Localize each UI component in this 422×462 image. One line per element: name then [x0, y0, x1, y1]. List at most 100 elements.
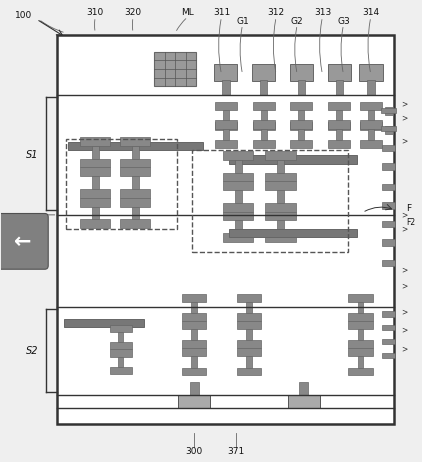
Bar [215, 102, 237, 110]
Text: F2: F2 [406, 218, 416, 227]
Bar [382, 311, 395, 316]
Text: 100: 100 [15, 11, 32, 20]
Text: >: > [401, 307, 407, 316]
Bar [182, 340, 206, 348]
Bar [299, 382, 308, 395]
Bar [290, 120, 312, 128]
Bar [223, 110, 229, 122]
Bar [120, 167, 150, 176]
Bar [327, 64, 351, 81]
Bar [246, 329, 252, 340]
Bar [253, 120, 275, 128]
Bar [336, 128, 342, 140]
Text: S1: S1 [26, 150, 38, 160]
Bar [367, 80, 375, 95]
Bar [110, 324, 132, 332]
Bar [253, 102, 275, 110]
Bar [265, 172, 295, 181]
Bar [154, 52, 196, 86]
Bar [182, 348, 206, 356]
Bar [110, 349, 132, 357]
Text: >: > [401, 137, 407, 146]
Text: >: > [401, 282, 407, 291]
Text: 311: 311 [213, 8, 230, 17]
Text: >: > [401, 100, 407, 109]
Bar [120, 158, 150, 167]
Bar [290, 140, 312, 148]
Bar [246, 356, 252, 368]
Bar [336, 110, 342, 122]
Bar [182, 313, 206, 321]
Bar [235, 159, 242, 172]
Bar [223, 233, 254, 242]
Bar [237, 368, 261, 376]
Bar [385, 126, 393, 134]
Bar [214, 64, 238, 81]
Bar [357, 302, 363, 313]
Bar [277, 220, 284, 233]
Text: ←: ← [14, 231, 31, 252]
Text: >: > [401, 266, 407, 274]
Bar [110, 342, 132, 349]
Bar [92, 176, 99, 189]
Bar [277, 190, 284, 203]
Bar [348, 368, 373, 376]
Bar [348, 348, 373, 356]
Text: 300: 300 [186, 447, 203, 456]
Bar [120, 219, 150, 228]
Bar [80, 167, 111, 176]
Bar [252, 64, 275, 81]
Bar [298, 110, 304, 122]
Text: 320: 320 [124, 8, 142, 17]
Bar [237, 348, 261, 356]
Text: >: > [401, 326, 407, 334]
Bar [265, 151, 295, 159]
Bar [178, 395, 210, 408]
Bar [348, 313, 373, 321]
Text: 312: 312 [268, 8, 285, 17]
Bar [68, 142, 203, 150]
Bar [237, 313, 261, 321]
Bar [132, 207, 139, 219]
Text: >: > [401, 114, 407, 122]
Text: F: F [406, 204, 412, 213]
Bar [348, 294, 373, 302]
Bar [382, 202, 395, 209]
Bar [110, 367, 132, 374]
Bar [382, 353, 395, 358]
Bar [237, 340, 261, 348]
Bar [192, 356, 197, 368]
Bar [132, 176, 139, 189]
Bar [215, 140, 237, 148]
Bar [381, 108, 397, 113]
Text: G1: G1 [236, 17, 249, 26]
Bar [253, 122, 275, 130]
Bar [357, 329, 363, 340]
Bar [223, 212, 254, 220]
Bar [335, 80, 343, 95]
Bar [120, 137, 150, 146]
Bar [382, 260, 395, 267]
Bar [260, 80, 268, 95]
Bar [215, 122, 237, 130]
Bar [368, 110, 374, 122]
Text: >: > [401, 210, 407, 219]
Bar [118, 332, 123, 342]
Text: 313: 313 [314, 8, 331, 17]
Bar [223, 203, 254, 212]
Bar [348, 340, 373, 348]
Bar [261, 110, 267, 122]
Bar [182, 321, 206, 329]
Bar [357, 356, 363, 368]
Bar [253, 140, 275, 148]
Bar [289, 64, 313, 81]
Text: >: > [401, 344, 407, 353]
Bar [182, 368, 206, 376]
Bar [118, 357, 123, 367]
Bar [382, 239, 395, 246]
Bar [237, 294, 261, 302]
Bar [215, 120, 237, 128]
Bar [348, 321, 373, 329]
Bar [298, 128, 304, 140]
Text: 310: 310 [87, 8, 104, 17]
